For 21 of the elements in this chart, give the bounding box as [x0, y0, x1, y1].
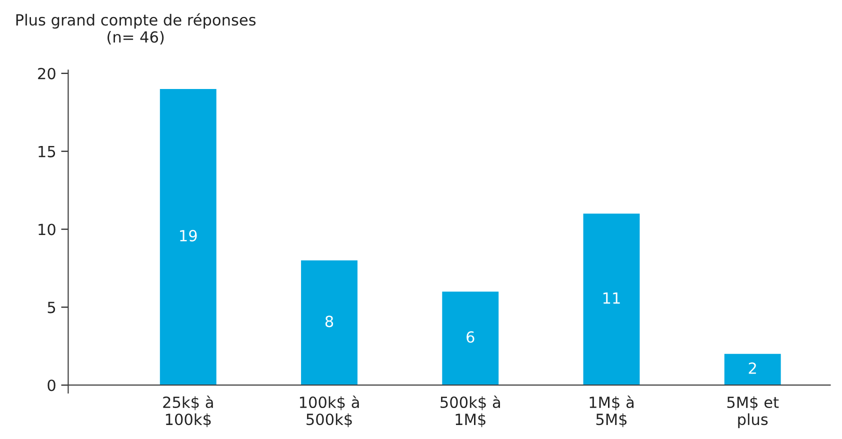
bar — [301, 260, 358, 386]
x-tick-label: 100k$ à 500k$ — [300, 396, 359, 428]
y-tick-label: 15 — [38, 146, 56, 158]
y-tick-label: 5 — [48, 302, 56, 314]
x-tick-label: 500k$ à 1M$ — [440, 396, 500, 428]
y-tick-label: 20 — [38, 68, 56, 80]
y-tick-label: 0 — [48, 380, 56, 392]
x-tick-label: 5M$ et plus — [727, 396, 779, 428]
data-label: 8 — [325, 316, 334, 328]
bar — [724, 354, 781, 386]
chart-title: Plus grand compte de réponses (n= 46) — [16, 13, 256, 45]
bar — [583, 214, 640, 386]
data-label: 11 — [603, 292, 620, 304]
data-label: 19 — [180, 230, 197, 242]
data-label: 6 — [466, 331, 474, 343]
x-tick-label: 1M$ à 5M$ — [590, 396, 634, 428]
y-tick-label: 10 — [38, 224, 56, 236]
bar — [442, 292, 499, 386]
data-label: 2 — [748, 362, 756, 374]
x-tick-label: 25k$ à 100k$ — [163, 396, 213, 428]
bar — [160, 88, 216, 386]
